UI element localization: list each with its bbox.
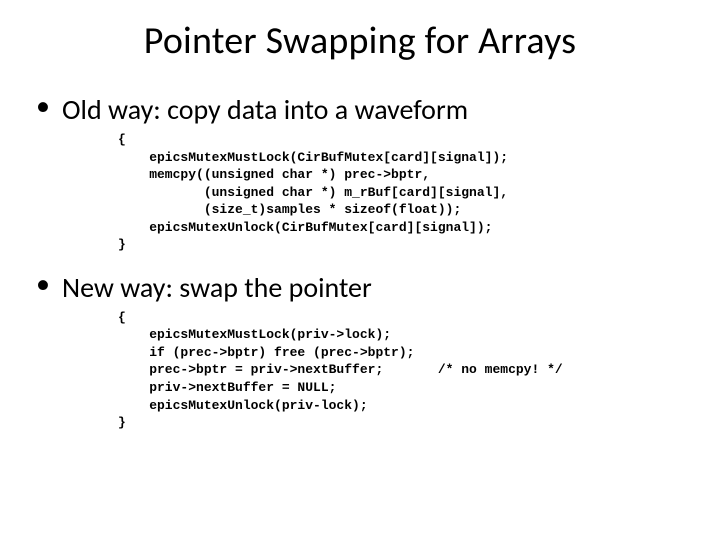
bullet-list: Old way: copy data into a waveform { epi… bbox=[36, 92, 684, 432]
code-old-way: { epicsMutexMustLock(CirBufMutex[card][s… bbox=[118, 131, 684, 254]
page-title: Pointer Swapping for Arrays bbox=[36, 18, 684, 64]
code-new-way: { epicsMutexMustLock(priv->lock); if (pr… bbox=[118, 309, 684, 432]
slide: Pointer Swapping for Arrays Old way: cop… bbox=[0, 0, 720, 540]
bullet-old-way: Old way: copy data into a waveform { epi… bbox=[36, 92, 684, 254]
bullet-new-way: New way: swap the pointer { epicsMutexMu… bbox=[36, 270, 684, 432]
bullet-new-text: New way: swap the pointer bbox=[62, 270, 372, 305]
bullet-old-text: Old way: copy data into a waveform bbox=[62, 92, 468, 127]
